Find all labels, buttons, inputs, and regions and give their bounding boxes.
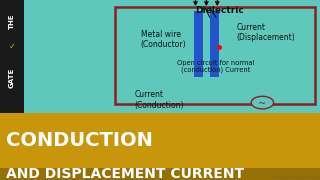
Bar — [0, 112, 320, 180]
Text: GATE: GATE — [9, 67, 15, 88]
Text: THE: THE — [9, 14, 15, 29]
Text: Metal wire
(Conductor): Metal wire (Conductor) — [141, 30, 187, 49]
Text: Open circuit for normal
(conduction) Current: Open circuit for normal (conduction) Cur… — [177, 60, 255, 73]
Bar — [194, 11, 203, 77]
Text: parallel plate capacitor: parallel plate capacitor — [271, 175, 318, 179]
Circle shape — [251, 96, 274, 109]
Text: AND DISPLACEMENT CURRENT: AND DISPLACEMENT CURRENT — [6, 167, 244, 180]
Text: CONDUCTION: CONDUCTION — [6, 131, 153, 150]
Text: ✓: ✓ — [9, 42, 15, 51]
Text: Dielectric: Dielectric — [195, 6, 244, 15]
Bar — [115, 7, 315, 104]
Bar — [210, 11, 219, 77]
Bar — [0, 0, 24, 112]
Text: Current
(Conduction): Current (Conduction) — [134, 90, 184, 110]
Bar — [0, 112, 320, 168]
Text: Current
(Displacement): Current (Displacement) — [236, 23, 295, 42]
Text: ~: ~ — [258, 98, 267, 109]
